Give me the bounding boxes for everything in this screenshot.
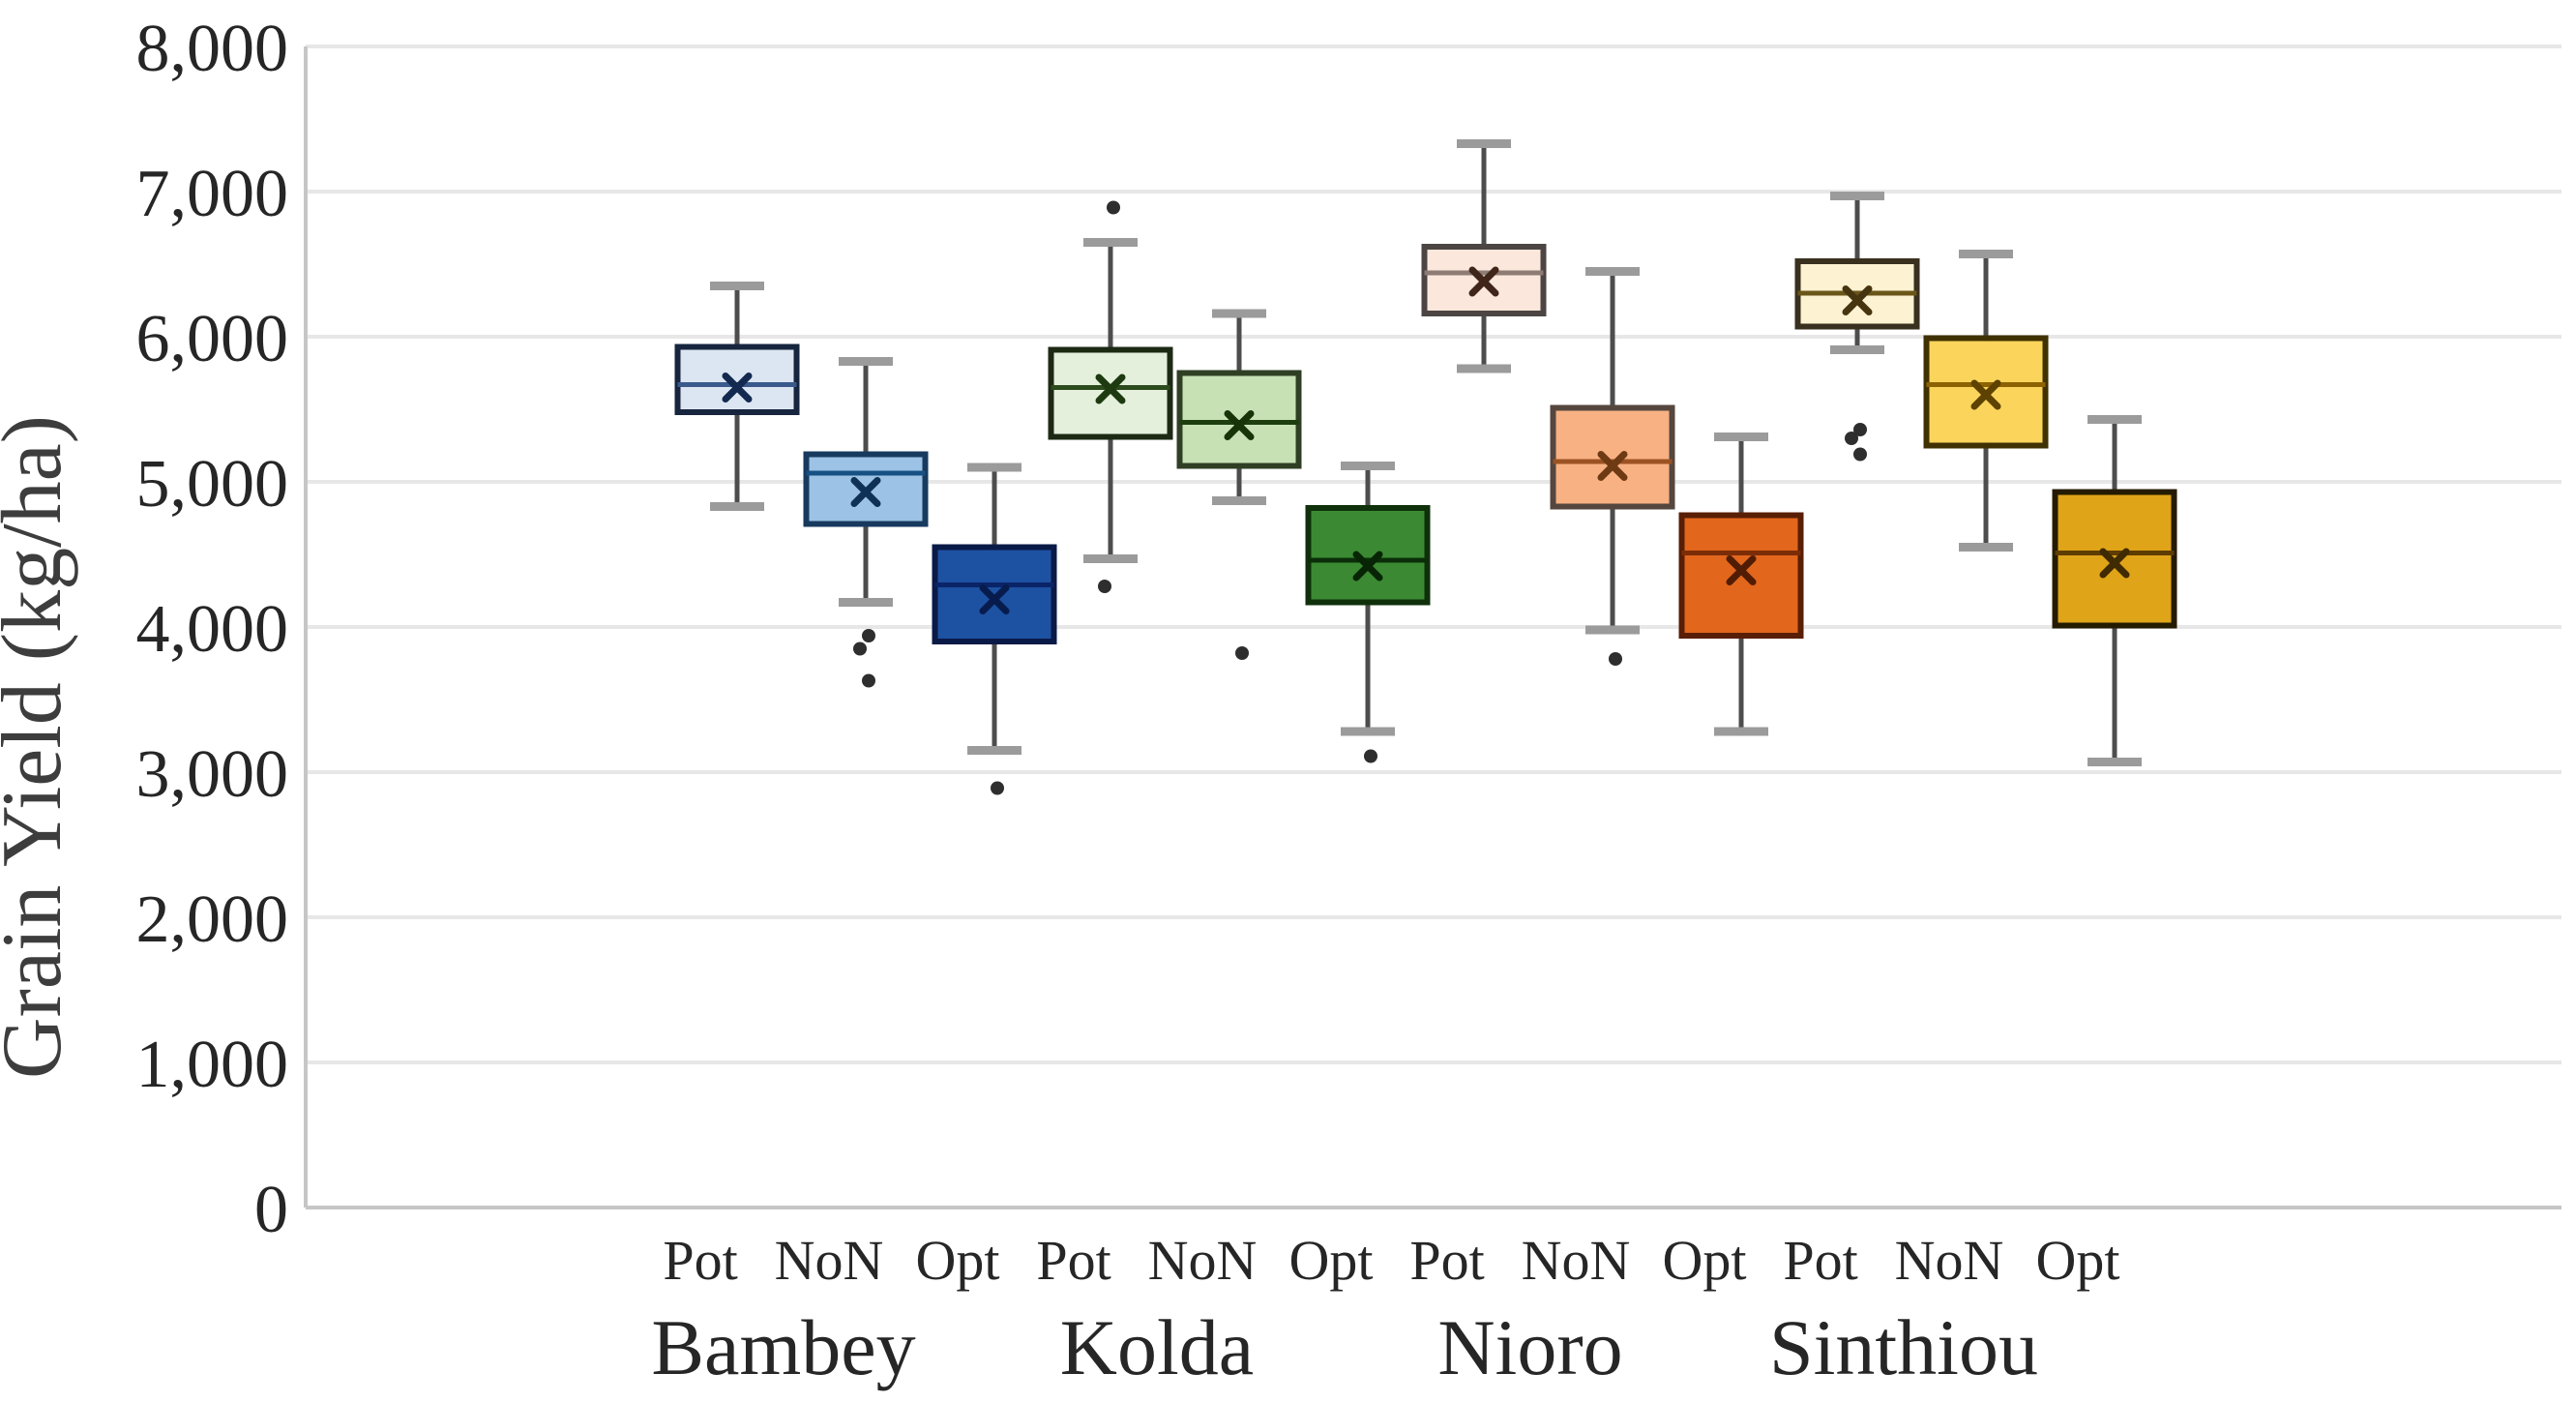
- box-kolda-opt: [1305, 505, 1431, 606]
- box-nioro-non: [1550, 404, 1675, 510]
- x-treatment-label-sinthiou-pot: Pot: [1783, 1229, 1857, 1292]
- mean-marker-bambey-non: [850, 477, 881, 507]
- y-tick-label-2000: 2,000: [136, 882, 289, 957]
- mean-marker-sinthiou-opt: [2099, 548, 2130, 579]
- x-group-label-bambey: Bambey: [651, 1303, 915, 1391]
- mean-marker-sinthiou-pot: [1842, 285, 1873, 315]
- x-treatment-label-nioro-pot: Pot: [1409, 1229, 1484, 1292]
- x-treatment-label-kolda-opt: Opt: [1289, 1229, 1374, 1292]
- outlier-point-bambey-non: [853, 642, 867, 656]
- mean-marker-bambey-opt: [979, 584, 1010, 614]
- mean-marker-nioro-opt: [1726, 555, 1757, 585]
- mean-marker-kolda-opt: [1352, 551, 1383, 582]
- box-nioro-opt: [1678, 512, 1804, 639]
- y-tick-label-6000: 6,000: [136, 302, 289, 376]
- y-tick-label-5000: 5,000: [136, 447, 289, 522]
- y-axis-title: Grain Yield (kg/ha): [0, 415, 79, 1079]
- y-tick-label-1000: 1,000: [136, 1028, 289, 1102]
- y-tick-label-0: 0: [254, 1173, 288, 1247]
- outlier-point-bambey-non: [862, 629, 875, 642]
- mean-marker-kolda-non: [1224, 410, 1255, 440]
- outlier-point-bambey-opt: [991, 781, 1004, 795]
- outlier-point-sinthiou-pot: [1845, 432, 1858, 445]
- x-treatment-label-bambey-non: NoN: [775, 1229, 884, 1292]
- x-group-label-kolda: Kolda: [1060, 1303, 1254, 1391]
- outlier-point-sinthiou-pot: [1853, 423, 1867, 436]
- x-treatment-label-kolda-non: NoN: [1148, 1229, 1258, 1292]
- x-treatment-label-sinthiou-non: NoN: [1895, 1229, 2004, 1292]
- x-treatment-label-bambey-opt: Opt: [916, 1229, 1000, 1292]
- mean-marker-nioro-non: [1597, 451, 1628, 481]
- outlier-point-kolda-pot: [1098, 580, 1111, 593]
- outlier-point-nioro-non: [1609, 652, 1622, 666]
- outlier-point-sinthiou-pot: [1853, 447, 1867, 462]
- box-kolda-non: [1176, 370, 1302, 469]
- y-tick-label-3000: 3,000: [136, 737, 289, 812]
- outlier-point-kolda-pot: [1107, 200, 1120, 215]
- x-treatment-label-sinthiou-opt: Opt: [2036, 1229, 2120, 1292]
- mean-marker-nioro-pot: [1468, 266, 1499, 297]
- x-treatment-label-nioro-opt: Opt: [1663, 1229, 1747, 1292]
- x-group-label-sinthiou: Sinthiou: [1769, 1303, 2038, 1391]
- x-group-label-nioro: Nioro: [1437, 1303, 1622, 1391]
- box-bambey-pot: [674, 343, 800, 415]
- outlier-point-bambey-non: [862, 673, 875, 688]
- y-tick-label-7000: 7,000: [136, 157, 289, 231]
- x-treatment-label-kolda-pot: Pot: [1036, 1229, 1110, 1292]
- outlier-point-kolda-non: [1235, 646, 1249, 660]
- mean-marker-sinthiou-non: [1970, 379, 2001, 410]
- plot-area: 0 1,000 2,000 3,000 4,000 5,000 6,000 7,000 8,00…: [136, 12, 2561, 1391]
- box-bambey-opt: [932, 544, 1057, 644]
- x-treatment-label-bambey-pot: Pot: [663, 1229, 737, 1292]
- outlier-point-kolda-opt: [1364, 749, 1377, 763]
- mean-marker-bambey-pot: [722, 373, 753, 403]
- y-tick-label-8000: 8,000: [136, 12, 289, 86]
- x-treatment-label-nioro-non: NoN: [1522, 1229, 1631, 1292]
- y-tick-label-4000: 4,000: [136, 592, 289, 667]
- mean-marker-kolda-pot: [1095, 373, 1126, 404]
